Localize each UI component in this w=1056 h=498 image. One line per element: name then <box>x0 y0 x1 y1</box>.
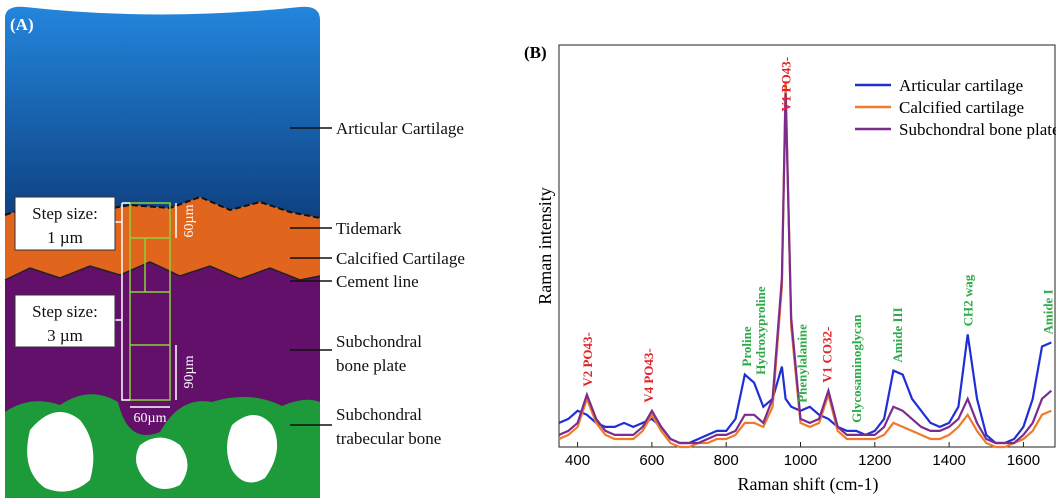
x-tick-label: 600 <box>639 452 664 469</box>
plot-frame <box>558 44 1056 448</box>
series-line <box>558 93 1053 445</box>
legend-label: Subchondral bone plate <box>899 120 1056 139</box>
x-tick-label: 800 <box>714 452 739 469</box>
step-grid <box>129 202 171 401</box>
step-box <box>14 294 116 348</box>
panel-a-text: (A) Articular Cartilage Tidemark Calcifi… <box>10 15 465 448</box>
dimension-label: 60µm <box>182 204 197 237</box>
peak-label: V4 PO43- <box>641 348 656 403</box>
dimension-lines <box>115 202 177 408</box>
x-axis-label: Raman shift (cm-1) <box>738 474 879 495</box>
x-tick-label: 1400 <box>932 452 965 469</box>
x-tick-label: 1000 <box>784 452 817 469</box>
layer-label: Subchondral <box>336 405 422 424</box>
panel-tag: (B) <box>524 43 547 62</box>
layer-label: Subchondral <box>336 332 422 351</box>
layer-label: Cement line <box>336 272 419 291</box>
peak-label: Amide III <box>890 307 905 362</box>
layer-label: Articular Cartilage <box>336 119 464 138</box>
layer-label: Tidemark <box>336 219 402 238</box>
legend-label: Calcified cartilage <box>899 98 1024 117</box>
step-label: Step size: <box>32 302 98 321</box>
peak-label: V1 CO32- <box>820 327 835 383</box>
articular-layer <box>5 6 320 240</box>
layer-label: trabecular bone <box>336 429 441 448</box>
layer-label: bone plate <box>336 356 406 375</box>
marrow-space <box>136 437 188 489</box>
step-label: Step size: <box>32 204 98 223</box>
peak-label: Glycosaminoglycan <box>849 314 864 423</box>
label-arrows <box>290 127 332 426</box>
peak-label: Proline <box>739 326 754 366</box>
peak-label: CH2 wag <box>961 274 976 326</box>
peak-label: Phenylalanine <box>795 324 810 403</box>
peak-label: Amide I <box>1041 289 1056 334</box>
x-tick-label: 1600 <box>1007 452 1040 469</box>
y-axis-label: Raman intensity <box>535 187 555 304</box>
marrow-space <box>227 415 278 483</box>
legend-label: Articular cartilage <box>899 76 1023 95</box>
x-tick-label: 400 <box>565 452 590 469</box>
peak-label: V1 PO43- <box>779 57 794 112</box>
dimension-label: 90µm <box>182 355 197 388</box>
marrow-space <box>27 412 94 492</box>
peak-label: Hydroxyproline <box>753 286 768 375</box>
step-box <box>14 196 116 251</box>
step-label: 3 µm <box>47 326 83 345</box>
panel-tag: (A) <box>10 15 34 34</box>
layer-label: Calcified Cartilage <box>336 249 465 268</box>
tissue-diagram <box>4 6 332 498</box>
x-tick-label: 1200 <box>858 452 891 469</box>
peak-label: V2 PO43- <box>580 332 595 387</box>
cement-line <box>4 261 321 281</box>
dimension-label: 60µm <box>134 411 167 426</box>
series-line <box>558 81 1052 449</box>
step-label: 1 µm <box>47 228 83 247</box>
